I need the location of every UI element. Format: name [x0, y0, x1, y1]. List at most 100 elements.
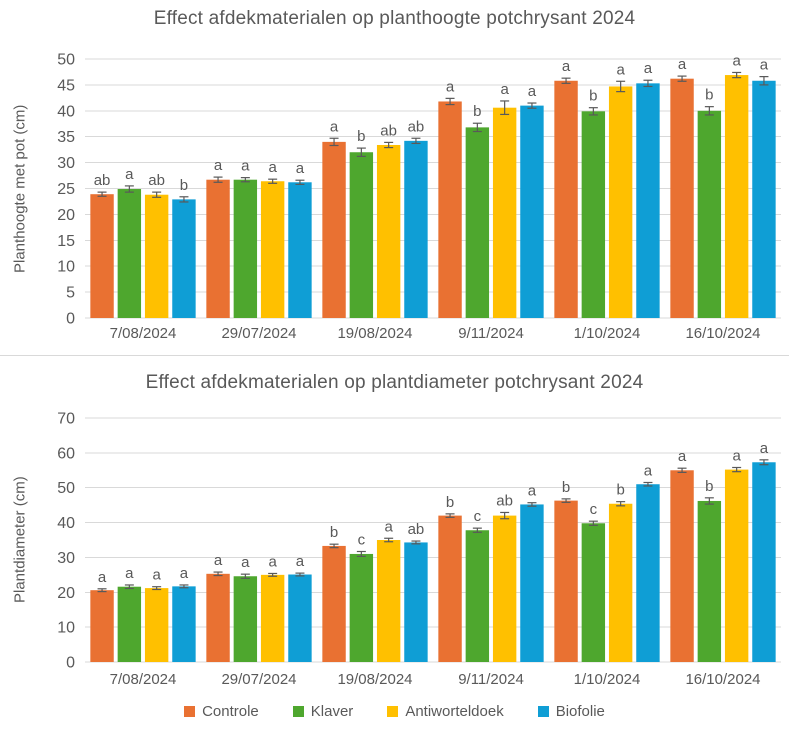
bar — [144, 588, 169, 662]
sig-letter: a — [760, 57, 769, 74]
sig-letter: a — [296, 160, 305, 177]
panel-divider — [0, 355, 789, 356]
bar — [608, 503, 633, 662]
sig-letter: a — [241, 554, 250, 571]
sig-letter: a — [330, 118, 339, 135]
sig-letter: c — [358, 532, 366, 549]
sig-letter: b — [562, 479, 570, 496]
sig-letter: c — [474, 508, 482, 525]
legend-item: Antiworteldoek — [387, 703, 504, 720]
plantdiameter-chart-panel: Effect afdekmaterialen op plantdiameter … — [0, 356, 789, 700]
bar — [520, 504, 544, 662]
bar — [117, 189, 142, 318]
sig-letter: b — [616, 482, 624, 499]
bar — [438, 101, 462, 318]
legend-item: Biofolie — [537, 703, 605, 720]
sig-letter: ab — [148, 172, 165, 189]
sig-letter: a — [384, 518, 393, 535]
legend-swatch-icon — [387, 706, 399, 717]
sig-letter: a — [562, 58, 571, 75]
bar — [581, 111, 606, 319]
bar — [322, 545, 346, 662]
sig-letter: a — [500, 81, 509, 98]
sig-letter: b — [589, 88, 597, 105]
bar — [554, 80, 578, 318]
sig-letter: a — [268, 553, 277, 570]
y-tick-label: 15 — [57, 233, 75, 250]
sig-letter: a — [180, 565, 189, 582]
bar — [465, 127, 490, 318]
legend-label: Biofolie — [555, 703, 605, 720]
y-tick-label: 50 — [57, 52, 75, 69]
bar — [752, 462, 776, 662]
bar — [520, 105, 544, 319]
bar — [260, 574, 285, 662]
sig-letter: b — [446, 494, 454, 511]
y-tick-label: 35 — [57, 129, 75, 146]
bar — [697, 500, 722, 662]
sig-letter: a — [616, 61, 625, 78]
bar — [376, 540, 401, 662]
x-tick-label: 1/10/2024 — [574, 325, 641, 342]
sig-letter: a — [528, 483, 537, 500]
sig-letter: ab — [408, 118, 425, 135]
x-tick-label: 16/10/2024 — [685, 325, 760, 342]
sig-letter: a — [760, 440, 769, 457]
y-tick-label: 30 — [57, 155, 75, 172]
x-tick-label: 1/10/2024 — [574, 671, 641, 688]
y-tick-label: 25 — [57, 181, 75, 198]
y-tick-label: 20 — [57, 585, 75, 602]
x-tick-label: 29/07/2024 — [221, 325, 296, 342]
bar — [376, 144, 401, 318]
sig-letter: a — [732, 52, 741, 69]
sig-letter: a — [732, 447, 741, 464]
bar — [144, 194, 169, 318]
y-tick-label: 45 — [57, 77, 75, 94]
sig-letter: c — [590, 501, 598, 518]
x-tick-label: 29/07/2024 — [221, 671, 296, 688]
sig-letter: a — [678, 56, 687, 73]
sig-letter: b — [180, 177, 188, 194]
legend-swatch-icon — [537, 706, 549, 717]
bar — [404, 542, 428, 662]
bar — [288, 182, 312, 318]
sig-letter: a — [125, 565, 134, 582]
y-tick-label: 30 — [57, 550, 75, 567]
sig-letter: a — [528, 83, 537, 100]
sig-letter: a — [152, 567, 161, 584]
y-tick-label: 20 — [57, 207, 75, 224]
y-tick-label: 0 — [66, 655, 75, 672]
x-tick-label: 7/08/2024 — [110, 671, 177, 688]
sig-letter: a — [268, 159, 277, 176]
bar — [206, 573, 230, 662]
legend-swatch-icon — [184, 706, 196, 717]
legend-label: Antiworteldoek — [405, 703, 504, 720]
legend-item: Controle — [184, 703, 259, 720]
bar — [288, 574, 312, 662]
y-tick-label: 10 — [57, 259, 75, 276]
bar — [233, 576, 258, 662]
sig-letter: a — [98, 569, 107, 586]
bar — [492, 107, 517, 318]
y-tick-label: 10 — [57, 620, 75, 637]
sig-letter: b — [357, 128, 365, 145]
sig-letter: a — [214, 157, 223, 174]
chart-title: Effect afdekmaterialen op planthoogte po… — [153, 8, 636, 29]
bar — [117, 586, 142, 662]
bar — [724, 75, 749, 318]
bar — [581, 523, 606, 662]
bar — [90, 194, 114, 318]
sig-letter: a — [446, 78, 455, 95]
sig-letter: a — [125, 166, 134, 183]
sig-letter: a — [241, 158, 250, 175]
x-tick-label: 19/08/2024 — [337, 671, 412, 688]
legend-swatch-icon — [292, 706, 304, 717]
y-tick-label: 40 — [57, 515, 75, 532]
sig-letter: b — [330, 524, 338, 541]
bar — [404, 140, 428, 318]
legend: Controle Klaver Antiworteldoek Biofolie — [0, 703, 789, 720]
sig-letter: a — [678, 448, 687, 465]
bar — [438, 515, 462, 662]
bar — [608, 86, 633, 318]
